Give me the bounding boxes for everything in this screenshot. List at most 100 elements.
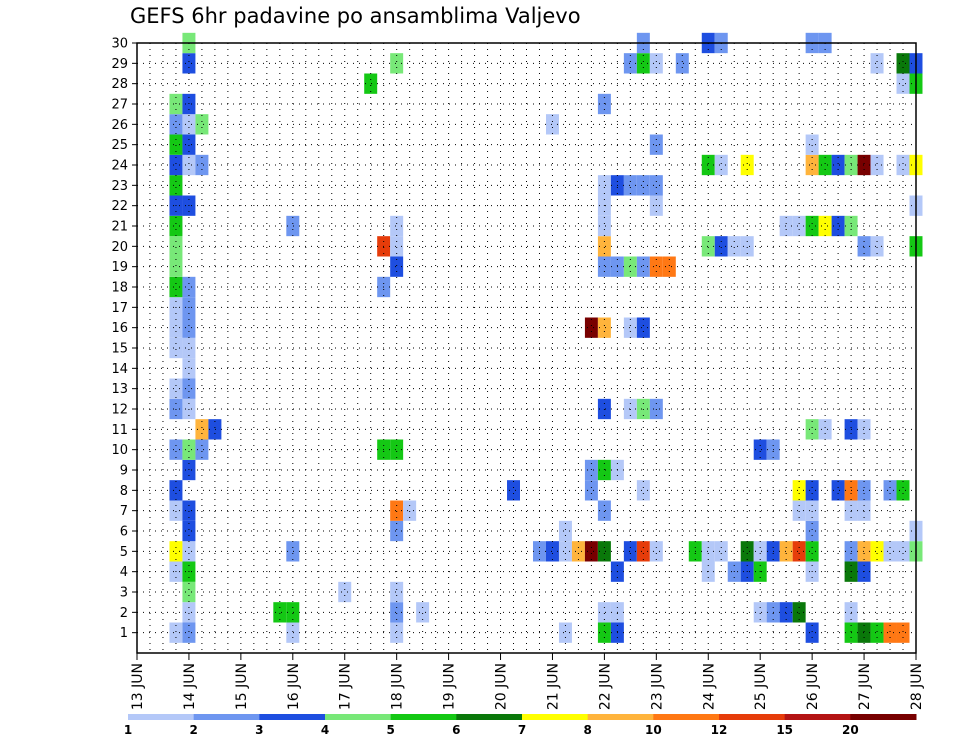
- heatmap-cell: [195, 439, 209, 460]
- heatmap-cell: [286, 541, 300, 562]
- heatmap-cell: [584, 541, 598, 562]
- heatmap-cell: [857, 500, 871, 521]
- x-tick-label: 27 JUN: [857, 663, 873, 710]
- heatmap-cell: [649, 53, 663, 74]
- y-tick-label: 4: [120, 565, 128, 580]
- heatmap-cell: [182, 602, 196, 623]
- heatmap-cell: [169, 398, 183, 420]
- heatmap-cell: [182, 581, 196, 603]
- heatmap-cell: [390, 53, 404, 74]
- heatmap-cell: [896, 622, 910, 643]
- y-tick-label: 3: [120, 586, 128, 601]
- heatmap-cell: [182, 500, 196, 521]
- heatmap-cell: [753, 602, 767, 623]
- heatmap-cell: [662, 256, 676, 277]
- heatmap-cell: [792, 602, 806, 623]
- heatmap-cell: [390, 581, 404, 603]
- heatmap-cell: [896, 73, 910, 94]
- heatmap-cell: [740, 541, 754, 562]
- heatmap-cell: [753, 439, 767, 460]
- heatmap-cell: [390, 236, 404, 257]
- heatmap-cell: [701, 236, 715, 257]
- heatmap-cell: [896, 154, 910, 176]
- heatmap-cell: [390, 622, 404, 643]
- colorbar-segment: [325, 714, 392, 720]
- heatmap-cell: [623, 317, 637, 338]
- heatmap-cell: [416, 602, 430, 623]
- heatmap-cell: [818, 419, 832, 440]
- heatmap-cell: [584, 480, 598, 501]
- heatmap-cell: [169, 134, 183, 155]
- heatmap-cell: [636, 317, 650, 338]
- x-tick-label: 25 JUN: [753, 663, 769, 710]
- heatmap-cell: [896, 53, 910, 74]
- heatmap-cell: [597, 317, 611, 338]
- heatmap-cell: [507, 480, 520, 501]
- heatmap-cell: [597, 602, 611, 623]
- colorbar-segment: [390, 714, 457, 720]
- y-tick-label: 5: [120, 545, 128, 560]
- heatmap-cell: [597, 236, 611, 257]
- heatmap-cell: [779, 602, 793, 623]
- heatmap-cell: [169, 541, 183, 562]
- heatmap-cell: [182, 520, 196, 542]
- y-tick-label: 7: [120, 504, 128, 519]
- heatmap-cell: [169, 337, 183, 359]
- heatmap-cell: [286, 215, 300, 237]
- colorbar-segment: [719, 714, 786, 720]
- heatmap-cell: [805, 500, 819, 521]
- heatmap-cell: [597, 215, 611, 237]
- heatmap-cell: [636, 256, 650, 277]
- heatmap-cell: [169, 622, 183, 643]
- heatmap-cell: [597, 500, 611, 521]
- heatmap-cell: [195, 154, 209, 176]
- y-tick-label: 13: [111, 382, 128, 397]
- y-tick-label: 9: [120, 464, 128, 479]
- heatmap-cell: [805, 419, 819, 440]
- heatmap-cell: [208, 419, 222, 440]
- heatmap-cell: [870, 154, 884, 176]
- heatmap-cell: [597, 541, 611, 562]
- heatmap-cell: [169, 215, 183, 237]
- heatmap-cell: [831, 480, 845, 501]
- heatmap-cell: [286, 622, 300, 643]
- heatmap-cell: [649, 175, 663, 196]
- x-tick-label: 14 JUN: [182, 663, 198, 710]
- heatmap-cell: [701, 541, 715, 562]
- heatmap-cell: [636, 398, 650, 420]
- y-tick-label: 17: [111, 301, 128, 316]
- heatmap-cell: [169, 175, 183, 196]
- heatmap-cell: [883, 541, 897, 562]
- y-tick-label: 1: [120, 626, 128, 641]
- heatmap-cell: [818, 215, 832, 237]
- colorbar-segment: [456, 714, 523, 720]
- x-tick-label: 18 JUN: [390, 663, 406, 710]
- heatmap-cell: [792, 480, 806, 501]
- y-tick-label: 18: [111, 281, 128, 296]
- y-tick-label: 15: [111, 342, 128, 357]
- colorbar-segment: [259, 714, 326, 720]
- heatmap-cell: [545, 541, 559, 562]
- heatmap-cell: [623, 53, 637, 74]
- heatmap-cell: [623, 398, 637, 420]
- heatmap-cell: [857, 541, 871, 562]
- x-tick-label: 13 JUN: [130, 663, 146, 710]
- y-tick-label: 14: [111, 362, 128, 377]
- heatmap-cell: [558, 520, 572, 542]
- y-tick-label: 30: [111, 37, 128, 52]
- heatmap-cell: [870, 236, 884, 257]
- heatmap-cell: [169, 378, 183, 399]
- colorbar-segment: [587, 714, 654, 720]
- heatmap-cell: [649, 256, 663, 277]
- heatmap-cell: [195, 114, 209, 135]
- colorbar-segment: [653, 714, 720, 720]
- heatmap-cell: [182, 337, 196, 359]
- heatmap-cell: [714, 541, 728, 562]
- y-tick-label: 22: [111, 199, 128, 214]
- y-tick-label: 2: [120, 606, 128, 621]
- colorbar-segment: [850, 714, 917, 720]
- x-tick-label: 28 JUN: [909, 663, 925, 710]
- heatmap-cell: [857, 480, 871, 501]
- y-tick-label: 21: [111, 220, 128, 235]
- x-tick-label: 20 JUN: [494, 663, 510, 710]
